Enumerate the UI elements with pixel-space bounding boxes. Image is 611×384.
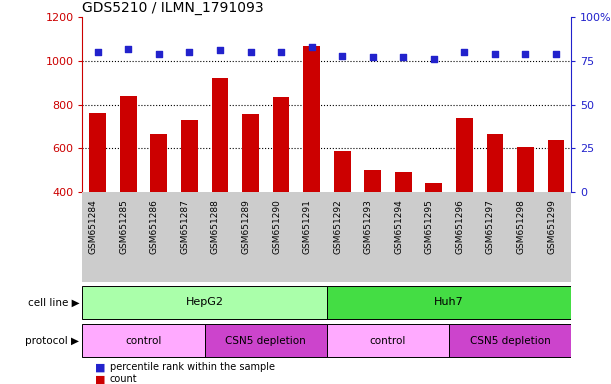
Point [337, 53, 347, 59]
Point [276, 49, 286, 55]
Bar [242, 114, 259, 192]
Point [459, 49, 469, 55]
Point [398, 55, 408, 61]
Bar [181, 120, 198, 192]
Text: GSM651299: GSM651299 [547, 199, 556, 254]
Bar [89, 113, 106, 192]
Bar [395, 172, 412, 192]
Point [307, 44, 316, 50]
Text: GSM651290: GSM651290 [272, 199, 281, 254]
Text: GSM651287: GSM651287 [180, 199, 189, 254]
Text: GSM651295: GSM651295 [425, 199, 434, 254]
Bar [327, 286, 571, 319]
Text: GSM651288: GSM651288 [211, 199, 220, 254]
Text: GSM651297: GSM651297 [486, 199, 495, 254]
Point [490, 51, 500, 57]
Bar [547, 140, 565, 192]
Text: control: control [125, 336, 162, 346]
Text: GSM651289: GSM651289 [241, 199, 251, 254]
Bar [150, 134, 167, 192]
Bar [303, 46, 320, 192]
Text: GSM651284: GSM651284 [89, 199, 98, 254]
Point [551, 51, 561, 57]
Text: Huh7: Huh7 [434, 297, 464, 308]
Bar [327, 324, 449, 357]
Bar [205, 324, 327, 357]
Bar [456, 118, 473, 192]
Text: percentile rank within the sample: percentile rank within the sample [110, 362, 275, 372]
Bar [517, 147, 534, 192]
Bar [273, 97, 290, 192]
Point [93, 49, 103, 55]
Text: GSM651293: GSM651293 [364, 199, 373, 254]
Text: ■: ■ [95, 362, 105, 372]
Bar [120, 96, 137, 192]
Bar [425, 183, 442, 192]
Point [185, 49, 194, 55]
Text: CSN5 depletion: CSN5 depletion [225, 336, 306, 346]
Point [521, 51, 530, 57]
Bar [82, 324, 205, 357]
Text: GSM651291: GSM651291 [302, 199, 312, 254]
Text: GSM651294: GSM651294 [394, 199, 403, 254]
Point [123, 46, 133, 52]
Point [154, 51, 164, 57]
Text: HepG2: HepG2 [186, 297, 224, 308]
Text: count: count [110, 374, 137, 384]
Text: GSM651296: GSM651296 [455, 199, 464, 254]
Text: control: control [370, 336, 406, 346]
Text: GSM651298: GSM651298 [516, 199, 525, 254]
Bar [334, 151, 351, 192]
Text: GSM651285: GSM651285 [119, 199, 128, 254]
Text: cell line ▶: cell line ▶ [28, 297, 79, 308]
Text: CSN5 depletion: CSN5 depletion [470, 336, 551, 346]
Bar [486, 134, 503, 192]
Point [368, 55, 378, 61]
Text: GDS5210 / ILMN_1791093: GDS5210 / ILMN_1791093 [82, 1, 264, 15]
Point [429, 56, 439, 62]
Text: protocol ▶: protocol ▶ [26, 336, 79, 346]
Bar [449, 324, 571, 357]
Bar [82, 286, 327, 319]
Bar [364, 170, 381, 192]
Point [215, 47, 225, 53]
Bar [211, 78, 229, 192]
Point [246, 49, 255, 55]
Text: GSM651286: GSM651286 [150, 199, 159, 254]
Text: ■: ■ [95, 374, 105, 384]
Text: GSM651292: GSM651292 [333, 199, 342, 254]
